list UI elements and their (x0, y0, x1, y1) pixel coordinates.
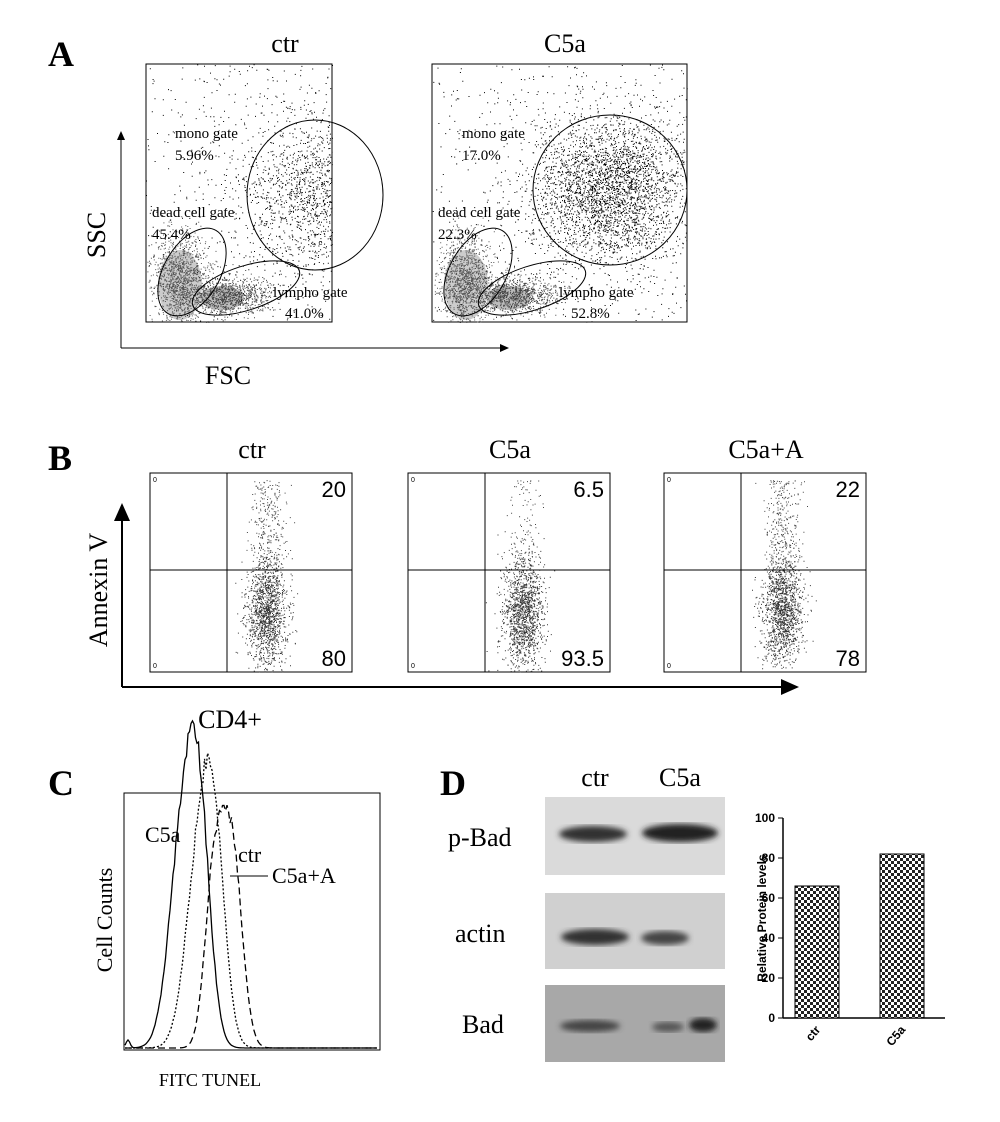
corner-label: 0 (667, 477, 671, 484)
gate (157, 227, 227, 317)
plot-frame (663, 472, 867, 673)
bar (794, 885, 840, 1019)
scatter-dots (445, 267, 578, 321)
plot-title: C5a (544, 29, 586, 58)
y-tick-label: 60 (762, 891, 776, 905)
curve-label: C5a+A (272, 863, 336, 888)
y-tick-label: 100 (755, 811, 775, 825)
gate-label: lympho gate (559, 285, 634, 301)
axis-label: FITC TUNEL (159, 1070, 261, 1090)
flow-plot: ctr mono gate 5.96% dead cell gate 45.4% lymp… (145, 29, 384, 323)
axis-label: SSC (82, 212, 111, 258)
plot-title: C5a (489, 435, 531, 464)
histogram-curve (124, 719, 377, 1049)
lane-label: C5a (659, 763, 701, 792)
quadrant-value: 78 (836, 646, 860, 671)
quadrant-value: 93.5 (561, 646, 604, 671)
gate-label: dead cell gate (152, 205, 235, 221)
axis-label: Annexin V (84, 533, 113, 648)
blot (545, 797, 725, 1062)
plot-title: ctr (271, 29, 299, 58)
scatter-dots (752, 512, 817, 670)
flow-plot: C5a mono gate 17.0% dead cell gate 22.3% lymp… (431, 29, 688, 323)
gate-label: mono gate (175, 126, 238, 142)
x-tick-label: ctr (803, 1023, 824, 1044)
gate-percent: 22.3% (438, 227, 477, 243)
scatter-dots (434, 215, 513, 323)
gate (477, 260, 587, 316)
gate-label: mono gate (462, 126, 525, 142)
panel-letter: A (48, 34, 74, 74)
y-tick-label: 40 (762, 931, 776, 945)
scatter-dots (246, 480, 296, 573)
plot-title: ctr (238, 435, 266, 464)
curve-label: C5a (145, 822, 181, 847)
blot-label: p-Bad (448, 823, 512, 852)
flow-plot: C5a+A 22 78 0 0 (663, 435, 867, 673)
gate (443, 227, 513, 317)
corner-label: 0 (153, 477, 157, 484)
plot-frame (123, 792, 381, 1051)
flow-plot: C5a 6.5 93.5 0 0 (407, 435, 611, 673)
axis-label: Cell Counts (92, 868, 117, 973)
gate (532, 114, 688, 266)
histogram-curve (125, 752, 377, 1049)
gate-percent: 45.4% (152, 227, 191, 243)
panel-letter: C (48, 763, 74, 803)
gate-label: dead cell gate (438, 205, 521, 221)
panel-letter: B (48, 438, 72, 478)
gate-percent: 17.0% (462, 148, 501, 164)
corner-label: 0 (153, 663, 157, 670)
quadrant-value: 22 (836, 477, 860, 502)
curve-label: ctr (238, 842, 262, 867)
blot-label: Bad (462, 1010, 504, 1039)
gate-percent: 41.0% (285, 306, 324, 322)
corner-label: 0 (411, 663, 415, 670)
gate (246, 119, 384, 271)
x-tick-label: C5a (883, 1023, 908, 1049)
y-tick-label: 0 (768, 1011, 775, 1025)
blot-label: actin (455, 919, 506, 948)
quadrant-value: 20 (322, 477, 346, 502)
gate-percent: 5.96% (175, 148, 214, 164)
axis-label: CD4+ (198, 705, 262, 734)
quadrant-value: 80 (322, 646, 346, 671)
lane-label: ctr (581, 763, 609, 792)
corner-label: 0 (411, 477, 415, 484)
gate (191, 260, 301, 316)
plot-title: C5a+A (728, 435, 804, 464)
y-axis-label: Relative Protein levels (755, 854, 769, 982)
gate-percent: 52.8% (571, 306, 610, 322)
bar (879, 853, 925, 1019)
scatter-dots (755, 480, 808, 573)
gate-label: lympho gate (273, 285, 348, 301)
quadrant-value: 6.5 (573, 477, 604, 502)
flow-plot: ctr 20 80 0 0 (149, 435, 353, 673)
axis-label: FSC (205, 361, 251, 390)
scatter-dots (147, 211, 224, 323)
corner-label: 0 (667, 663, 671, 670)
panel-letter: D (440, 763, 466, 803)
y-tick-label: 80 (762, 851, 776, 865)
y-tick-label: 20 (762, 971, 776, 985)
scatter-dots (235, 500, 299, 673)
histogram-curve (125, 804, 377, 1049)
